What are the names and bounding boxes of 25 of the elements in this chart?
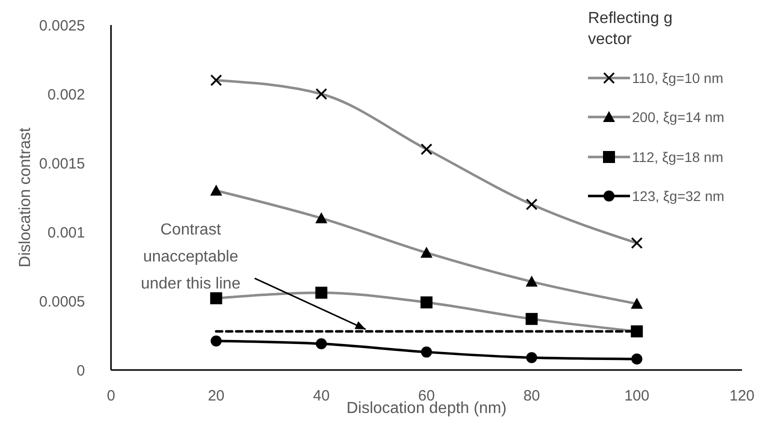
legend-label: 112, ξg=18 nm <box>632 148 724 165</box>
legend-title: Reflecting g vector <box>588 9 674 50</box>
y-tick-label: 0.0015 <box>39 155 85 172</box>
y-tick-label: 0.0005 <box>39 293 85 310</box>
point <box>630 325 643 338</box>
x-tick-label: 0 <box>106 388 116 405</box>
annotation: Contrast unacceptable under this line <box>140 221 241 292</box>
y-tick-label: 0.002 <box>47 86 85 104</box>
point <box>631 353 642 364</box>
y-axis-title: Dislocation contrast <box>17 127 34 268</box>
x-tick-label: 120 <box>729 388 755 405</box>
x-tick-label: 80 <box>523 388 540 405</box>
y-tick-label: 0.001 <box>47 224 85 242</box>
legend-label: 200, ξg=14 nm <box>632 109 724 126</box>
point <box>421 346 432 358</box>
point <box>316 338 327 350</box>
y-tick-label: 0.0025 <box>39 17 85 34</box>
point <box>210 336 222 347</box>
x-tick-label: 100 <box>624 388 650 405</box>
x-tick-label: 20 <box>208 388 225 405</box>
legend-label: 123, ξg=32 nm <box>632 188 724 204</box>
legend-label: 110, ξg=10 nm <box>632 70 724 86</box>
x-tick-label: 40 <box>312 388 330 405</box>
point <box>526 352 538 364</box>
y-tick-label: 0 <box>76 362 85 380</box>
